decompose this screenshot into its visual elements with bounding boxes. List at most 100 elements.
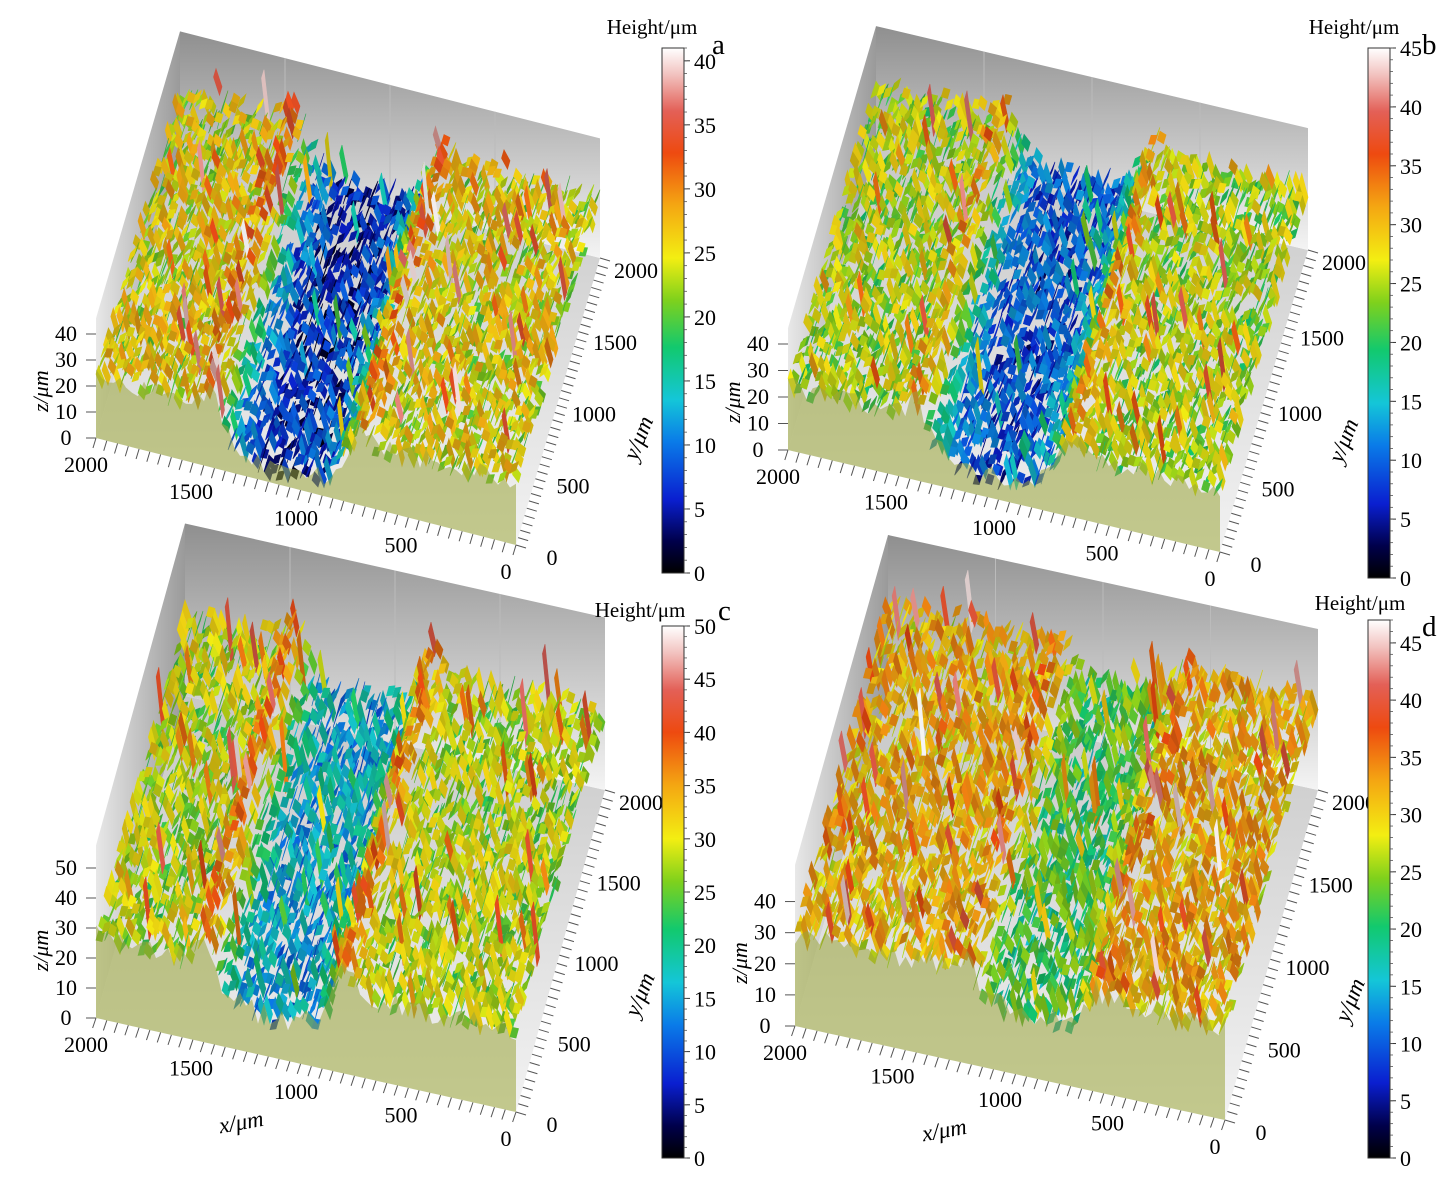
- surface-cell: [572, 227, 582, 244]
- x-minor-tick: [850, 465, 855, 476]
- surface-cell: [302, 153, 312, 204]
- y-minor-tick: [520, 529, 531, 534]
- y-minor-tick: [541, 456, 552, 461]
- x-minor-tick: [157, 454, 162, 465]
- x-minor-tick: [1194, 546, 1199, 557]
- panel-a: 2000150010005000x/μm0500100015002000y/μm…: [28, 15, 725, 586]
- surface-cell: [223, 126, 234, 140]
- y-minor-tick: [526, 507, 537, 512]
- surface-cell: [325, 201, 336, 217]
- z-axis-label: z/μm: [28, 370, 53, 413]
- x-minor-tick: [275, 484, 280, 495]
- y-minor-tick: [599, 257, 611, 262]
- surface-cell: [238, 111, 248, 125]
- surface-cell: [486, 165, 496, 176]
- x-minor-tick: [254, 479, 259, 490]
- surface-cell: [211, 148, 221, 170]
- surface-cell: [250, 117, 260, 130]
- y-tick-label: 500: [1262, 477, 1295, 502]
- surface-cell: [348, 230, 358, 243]
- y-minor-tick: [533, 485, 544, 490]
- y-minor-tick: [515, 544, 527, 549]
- surface-cell: [351, 169, 361, 188]
- x-minor-tick: [512, 544, 517, 556]
- x-minor-tick: [1127, 530, 1132, 542]
- surface-cell: [192, 89, 203, 105]
- surface-cell: [273, 101, 283, 113]
- surface-cell: [489, 219, 500, 232]
- surface-cell: [241, 122, 252, 138]
- surface-cell: [431, 172, 441, 183]
- x-minor-tick: [135, 448, 140, 460]
- y-minor-tick: [578, 331, 589, 336]
- surface-cell: [228, 100, 238, 114]
- x-minor-tick: [383, 511, 388, 523]
- y-minor-tick: [522, 522, 533, 527]
- surface-cell: [480, 213, 490, 240]
- surface-cell: [444, 201, 454, 222]
- colorbar-tick-label: 5: [694, 497, 705, 522]
- surface-cell: [516, 173, 526, 197]
- surface-cell: [501, 149, 511, 170]
- surface-cell: [539, 209, 549, 221]
- colorbar-tick-label: 0: [694, 561, 705, 586]
- x-minor-tick: [318, 495, 323, 506]
- y-minor-tick: [565, 375, 576, 380]
- surface-cell: [288, 174, 298, 195]
- surface-cell: [475, 187, 486, 205]
- x-minor-tick: [372, 509, 377, 520]
- surface-cell: [342, 224, 352, 242]
- y-minor-tick: [591, 286, 602, 291]
- x-tick-label: 2000: [756, 464, 800, 489]
- x-minor-tick: [458, 531, 463, 542]
- surface-cell: [179, 115, 189, 143]
- x-minor-tick: [447, 528, 452, 539]
- panel-label: a: [712, 29, 725, 61]
- x-minor-tick: [361, 506, 366, 517]
- x-minor-tick: [200, 465, 205, 476]
- surface-cell: [439, 165, 449, 181]
- surface-cell: [236, 93, 247, 110]
- x-minor-tick: [1183, 544, 1188, 555]
- x-minor-tick: [469, 533, 474, 545]
- x-minor-tick: [243, 476, 248, 487]
- y-tick-label: 1500: [1300, 326, 1344, 351]
- y-minor-tick: [556, 404, 568, 409]
- y-minor-tick: [584, 309, 596, 313]
- surface-cell: [288, 107, 298, 125]
- surface-cell: [319, 182, 329, 206]
- x-minor-tick: [1039, 510, 1044, 521]
- y-minor-tick: [530, 493, 542, 497]
- surface-cell: [492, 168, 502, 178]
- x-minor-tick: [350, 503, 355, 514]
- x-minor-tick: [480, 536, 485, 547]
- y-minor-tick: [524, 515, 535, 520]
- x-minor-tick: [817, 457, 822, 468]
- surface-cell: [225, 156, 236, 171]
- surface-cell: [564, 194, 574, 209]
- x-minor-tick: [950, 489, 955, 500]
- x-minor-tick: [297, 489, 302, 501]
- x-minor-tick: [437, 525, 442, 536]
- x-minor-tick: [1050, 512, 1055, 523]
- surface-cell: [361, 243, 371, 264]
- surface-cell: [330, 223, 340, 236]
- surface-plot: 2000150010005000x/μm0500100015002000y/μm…: [28, 31, 658, 584]
- surface-cell: [382, 203, 392, 217]
- surface-cell: [292, 125, 302, 141]
- surface-cell: [183, 149, 194, 167]
- surface-cell: [231, 156, 242, 172]
- surface-cell: [478, 175, 488, 195]
- x-minor-tick: [394, 514, 399, 525]
- y-minor-tick: [567, 367, 578, 372]
- surface-cell: [383, 213, 393, 226]
- x-minor-tick: [307, 492, 312, 504]
- surface-cell: [175, 102, 185, 120]
- surface-cell: [219, 90, 229, 117]
- surface-cell: [573, 183, 583, 200]
- x-minor-tick: [806, 455, 811, 466]
- x-minor-tick: [1205, 549, 1210, 560]
- y-minor-tick: [580, 323, 591, 328]
- surface-cell: [296, 185, 306, 206]
